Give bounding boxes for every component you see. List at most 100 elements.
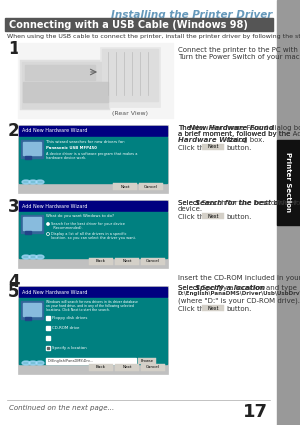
Text: hardware device work.: hardware device work. bbox=[46, 156, 86, 160]
Bar bbox=[25, 65, 95, 80]
Text: Add New Hardware Wizard: Add New Hardware Wizard bbox=[22, 289, 88, 295]
Text: Next: Next bbox=[207, 306, 219, 311]
Bar bbox=[202, 305, 224, 311]
Text: New Hardware Found: New Hardware Found bbox=[189, 125, 274, 131]
Text: Specify a location: Specify a location bbox=[195, 285, 265, 291]
Text: 2: 2 bbox=[8, 122, 20, 140]
Text: Back: Back bbox=[96, 260, 106, 264]
Text: Insert the CD-ROM included in your machine.: Insert the CD-ROM included in your machi… bbox=[178, 275, 300, 281]
Bar bbox=[22, 62, 108, 108]
Bar bbox=[19, 298, 167, 364]
Bar bbox=[277, 0, 300, 425]
Text: location, so you can select the driver you want.: location, so you can select the driver y… bbox=[51, 236, 136, 240]
Text: Windows will search for new drivers in its driver database: Windows will search for new drivers in i… bbox=[46, 300, 138, 304]
Text: Printer Section: Printer Section bbox=[286, 152, 292, 212]
Bar bbox=[46, 326, 50, 330]
Ellipse shape bbox=[36, 180, 44, 184]
Bar bbox=[47, 347, 49, 349]
Text: Cancel: Cancel bbox=[146, 366, 160, 369]
Ellipse shape bbox=[29, 361, 37, 365]
Text: Add New Hardware Wizard: Add New Hardware Wizard bbox=[22, 204, 88, 209]
Bar bbox=[21, 301, 43, 319]
Text: dialog box.: dialog box. bbox=[224, 137, 265, 143]
Text: (where "D:" is your CD-ROM drive).: (where "D:" is your CD-ROM drive). bbox=[178, 298, 300, 304]
Text: Cancel: Cancel bbox=[144, 184, 158, 189]
Bar bbox=[21, 215, 43, 233]
Text: 5: 5 bbox=[8, 283, 20, 301]
Bar bbox=[46, 336, 50, 340]
Text: Add New Hardware Wizard: Add New Hardware Wizard bbox=[22, 128, 88, 133]
Text: button.: button. bbox=[226, 214, 251, 220]
Bar bbox=[5, 18, 273, 31]
Text: 4: 4 bbox=[8, 273, 20, 291]
Bar bbox=[202, 144, 224, 150]
Text: Next: Next bbox=[122, 366, 132, 369]
Bar bbox=[89, 258, 113, 265]
Text: A device driver is a software program that makes a: A device driver is a software program th… bbox=[46, 152, 137, 156]
Bar bbox=[23, 82, 108, 102]
Text: device.: device. bbox=[178, 206, 203, 212]
Text: on your hard drive, and in any of the following selected: on your hard drive, and in any of the fo… bbox=[46, 304, 134, 308]
Text: Select: Select bbox=[178, 285, 202, 291]
Text: Panasonic USB MFP450: Panasonic USB MFP450 bbox=[46, 146, 97, 150]
Bar bbox=[46, 346, 50, 350]
Text: Click the: Click the bbox=[178, 214, 208, 220]
Text: Next: Next bbox=[122, 260, 132, 264]
Text: Click the: Click the bbox=[178, 145, 208, 151]
Text: What do you want Windows to do?: What do you want Windows to do? bbox=[46, 214, 114, 218]
Bar bbox=[18, 286, 168, 374]
Text: a brief moment, followed by the Add New: a brief moment, followed by the Add New bbox=[178, 131, 300, 137]
Text: CD-ROM drive: CD-ROM drive bbox=[52, 326, 80, 330]
Bar bbox=[202, 213, 224, 219]
Bar bbox=[102, 49, 158, 101]
Text: button.: button. bbox=[226, 145, 251, 151]
Text: (Rear View): (Rear View) bbox=[112, 111, 148, 116]
Bar bbox=[113, 183, 137, 190]
Bar bbox=[19, 126, 167, 136]
Bar bbox=[19, 287, 167, 297]
Bar bbox=[115, 364, 139, 371]
Text: Select: Select bbox=[178, 200, 202, 206]
Text: Floppy disk drives: Floppy disk drives bbox=[52, 316, 87, 320]
Text: Connecting with a USB Cable (Windows 98): Connecting with a USB Cable (Windows 98) bbox=[9, 20, 248, 29]
Text: Click the: Click the bbox=[178, 306, 208, 312]
Bar bbox=[18, 43, 173, 118]
Bar bbox=[19, 212, 167, 258]
Text: Browse: Browse bbox=[141, 359, 153, 363]
Bar bbox=[277, 140, 300, 225]
Bar bbox=[141, 364, 165, 371]
Bar bbox=[23, 303, 41, 316]
Bar bbox=[23, 217, 41, 230]
Bar bbox=[46, 316, 50, 320]
Text: (Recommended).: (Recommended). bbox=[53, 226, 84, 230]
Bar bbox=[23, 142, 41, 155]
Text: Connect the printer to the PC with an USB cable.: Connect the printer to the PC with an US… bbox=[178, 47, 300, 53]
Text: When using the USB cable to connect the printer, install the printer driver by f: When using the USB cable to connect the … bbox=[7, 34, 300, 39]
Text: Display a list of all the drivers in a specific: Display a list of all the drivers in a s… bbox=[51, 232, 127, 236]
Text: 17: 17 bbox=[243, 403, 268, 421]
Ellipse shape bbox=[29, 255, 37, 259]
Text: Continued on the next page...: Continued on the next page... bbox=[9, 405, 114, 411]
Ellipse shape bbox=[29, 180, 37, 184]
Text: The: The bbox=[178, 125, 193, 131]
Ellipse shape bbox=[36, 361, 44, 365]
Bar bbox=[25, 231, 31, 234]
Ellipse shape bbox=[47, 223, 49, 225]
Text: a brief moment, followed by the: a brief moment, followed by the bbox=[178, 131, 292, 137]
Bar bbox=[100, 47, 160, 107]
Bar bbox=[89, 364, 113, 371]
Ellipse shape bbox=[22, 180, 30, 184]
Bar bbox=[25, 156, 31, 159]
Text: The New Hardware Found dialog box appears for: The New Hardware Found dialog box appear… bbox=[178, 125, 300, 131]
Text: 3: 3 bbox=[8, 198, 20, 216]
Text: Select Search for the best driver for your: Select Search for the best driver for yo… bbox=[178, 200, 300, 206]
Bar bbox=[19, 137, 167, 183]
Text: button.: button. bbox=[226, 306, 251, 312]
Text: Next: Next bbox=[120, 184, 130, 189]
Bar bbox=[138, 358, 156, 364]
Bar bbox=[21, 140, 43, 158]
Text: 1: 1 bbox=[8, 40, 20, 58]
Text: locations. Click Next to start the search.: locations. Click Next to start the searc… bbox=[46, 308, 110, 312]
Bar bbox=[141, 258, 165, 265]
Bar bbox=[115, 258, 139, 265]
